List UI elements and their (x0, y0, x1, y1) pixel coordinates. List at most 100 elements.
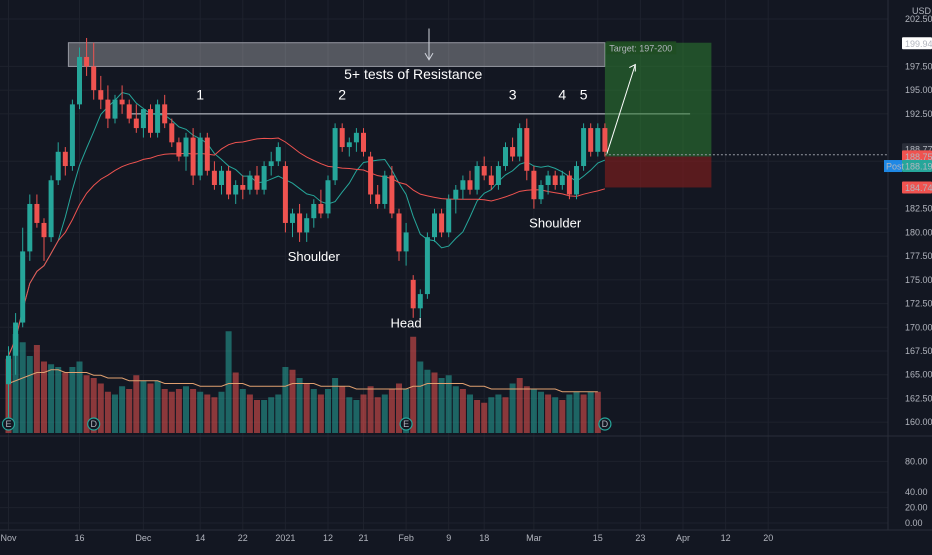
volume-bar (154, 380, 161, 433)
candle-body (162, 104, 168, 124)
price-tag-bg (902, 181, 932, 194)
candle-body (112, 99, 118, 119)
volume-bar (190, 389, 197, 433)
date-tick-label: 12 (323, 533, 333, 543)
volume-bar (303, 383, 310, 433)
candle-body (261, 166, 267, 190)
candle-body (84, 56, 90, 67)
volume-bar (33, 345, 40, 433)
volume-bar (112, 394, 118, 433)
volume-bar (566, 394, 573, 433)
volume-tick-label: 80.00 (905, 456, 928, 466)
volume-bar (573, 391, 580, 433)
candle-body (424, 237, 430, 295)
volume-bar (175, 389, 182, 433)
volume-bar (246, 394, 253, 433)
price-tag-text: 184.74 (905, 183, 932, 193)
price-tag-text: 188.77 (905, 145, 932, 155)
date-tick-label: 21 (358, 533, 368, 543)
volume-bar (69, 367, 76, 433)
candle-body (133, 118, 139, 129)
candle-body (183, 137, 189, 157)
volume-bar (538, 391, 544, 433)
volume-bar (516, 378, 523, 433)
event-marker (598, 417, 612, 431)
price-tick-label: 172.50 (905, 299, 932, 309)
volume-bar (232, 372, 239, 433)
volume-bar (367, 386, 374, 433)
price-tick-label: 182.50 (905, 204, 932, 214)
volume-bar (133, 375, 140, 433)
volume-bar (580, 394, 587, 433)
volume-bar (211, 397, 218, 433)
price-tick-label: 180.00 (905, 227, 932, 237)
volume-bar (459, 389, 466, 433)
volume-tick-label: 20.00 (905, 503, 928, 513)
volume-bar (204, 394, 211, 433)
date-tick-label: Feb (398, 533, 414, 543)
volume-bar (239, 389, 246, 433)
volume-bar (339, 386, 346, 433)
price-tick-label: 165.00 (905, 370, 932, 380)
annotation-text: 1 (196, 87, 204, 103)
annotation-text: 5 (580, 87, 588, 103)
volume-bar (594, 391, 601, 433)
volume-bar (168, 391, 175, 433)
candle-body (446, 199, 452, 233)
candle-body (98, 90, 104, 100)
candle-body (346, 142, 352, 148)
price-tick-label: 170.00 (905, 322, 932, 332)
event-marker (87, 417, 101, 431)
candle-body (382, 175, 388, 204)
volume-bar (104, 391, 111, 433)
candle-body (439, 213, 445, 233)
volume-bar (41, 361, 47, 433)
candle-body (332, 128, 338, 181)
volume-bar (325, 389, 331, 433)
volume-bar (431, 372, 438, 433)
candle-body (148, 109, 153, 133)
volume-bar (403, 389, 410, 433)
volume-bar (467, 394, 473, 433)
volume-bar (126, 389, 133, 433)
zone-layer (67, 28, 888, 188)
candle-body (41, 222, 47, 238)
volume-bar (502, 397, 509, 433)
candle-body (453, 189, 459, 200)
price-tick-label: 195.00 (905, 85, 932, 95)
candle-body (204, 137, 210, 171)
candle-body (282, 166, 288, 223)
candle-body (55, 151, 61, 181)
volume-tick-label: 40.00 (905, 487, 928, 497)
volume-bar (289, 369, 296, 433)
candle-body (233, 185, 239, 195)
candle-body (538, 185, 544, 200)
event-marker (1, 417, 16, 431)
candle-body (460, 180, 466, 190)
resistance-zone (67, 42, 606, 67)
candle-body (375, 194, 381, 204)
date-tick-label: 9 (446, 533, 451, 543)
date-tick-label: 14 (195, 533, 205, 543)
candle-body (304, 218, 310, 233)
event-marker (399, 417, 413, 431)
price-tag-bg (902, 150, 932, 163)
candle-body (566, 175, 572, 195)
volume-bar (55, 367, 62, 433)
candle-body (254, 175, 260, 190)
candle-body (361, 132, 366, 152)
candle-body (247, 175, 253, 190)
candle-body (268, 161, 274, 167)
volume-bar (83, 375, 90, 433)
volume-bar (26, 356, 33, 433)
candle-body (91, 66, 97, 91)
volume-bar (452, 386, 459, 433)
volume-bar (12, 334, 19, 433)
date-tick-label: 12 (721, 533, 731, 543)
volume-bar (332, 378, 339, 433)
volume-bar (254, 400, 260, 433)
target-zone (604, 42, 712, 157)
candle-body (20, 251, 26, 323)
